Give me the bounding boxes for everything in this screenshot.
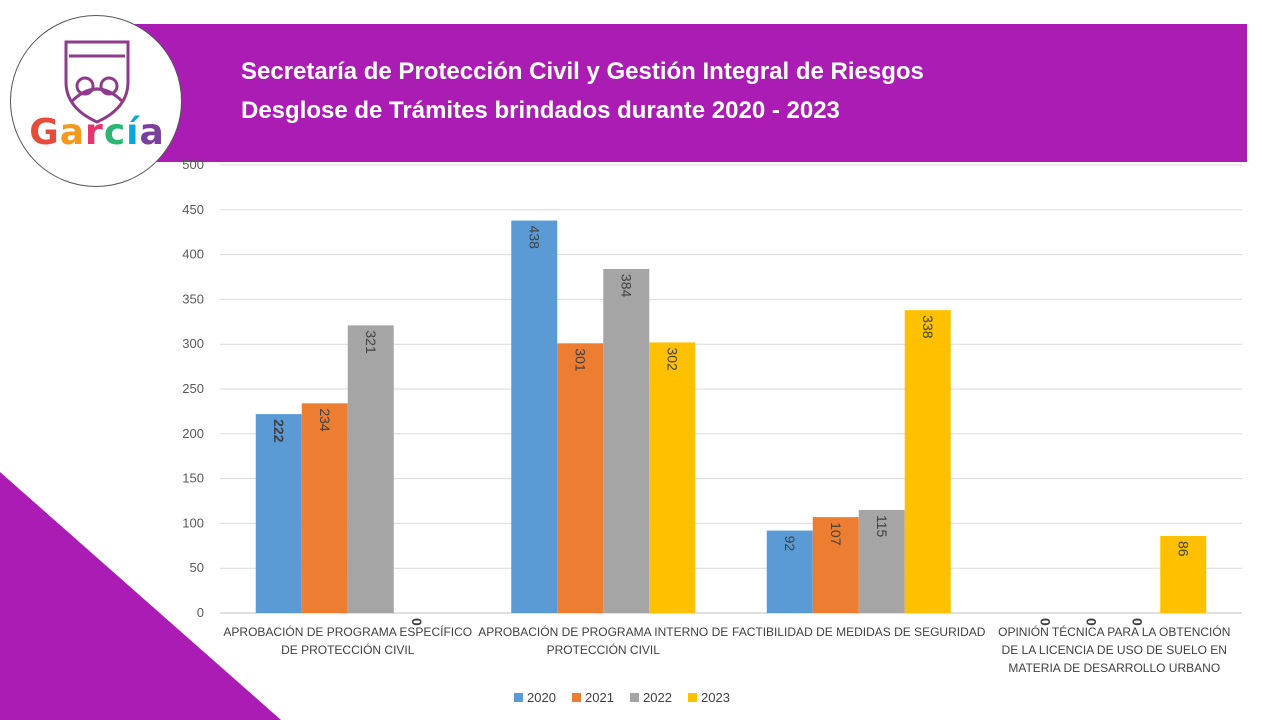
y-tick-label: 50 bbox=[190, 560, 204, 575]
logo-letter: G bbox=[29, 112, 60, 153]
logo-letter: a bbox=[59, 112, 86, 153]
bar bbox=[1160, 535, 1207, 613]
logo-letter: c bbox=[103, 112, 127, 153]
y-tick-label: 250 bbox=[182, 381, 204, 396]
y-tick-label: 350 bbox=[182, 291, 204, 306]
x-category-label: DE LA LICENCIA DE USO DE SUELO EN bbox=[1002, 643, 1227, 657]
data-label: 0 bbox=[1083, 618, 1099, 626]
data-label: 0 bbox=[1037, 618, 1053, 626]
x-category-label: FACTIBILIDAD DE MEDIDAS DE SEGURIDAD bbox=[732, 625, 986, 639]
bar bbox=[301, 403, 348, 613]
data-label: 384 bbox=[618, 274, 634, 298]
y-tick-label: 400 bbox=[182, 247, 204, 262]
header-band bbox=[135, 24, 1247, 162]
y-tick-label: 0 bbox=[197, 605, 204, 620]
bar bbox=[557, 343, 604, 613]
data-label: 338 bbox=[920, 315, 936, 339]
x-category-label: DE PROTECCIÓN CIVIL bbox=[281, 642, 415, 657]
bar bbox=[812, 517, 859, 613]
garcia-logo: García bbox=[10, 15, 182, 187]
data-label: 107 bbox=[828, 522, 844, 546]
data-label: 0 bbox=[1129, 618, 1145, 626]
bar bbox=[255, 414, 302, 613]
legend-swatch bbox=[630, 693, 639, 702]
bar bbox=[649, 342, 696, 613]
logo-letter: í bbox=[126, 112, 140, 153]
logo-wordmark: García bbox=[11, 112, 183, 153]
data-label: 438 bbox=[526, 226, 542, 250]
bar bbox=[766, 530, 813, 613]
legend-label: 2023 bbox=[701, 690, 730, 705]
crest-icon bbox=[64, 40, 130, 124]
x-category-label: PROTECCIÓN CIVIL bbox=[547, 642, 661, 657]
legend-swatch bbox=[572, 693, 581, 702]
logo-letter: r bbox=[85, 112, 104, 153]
data-label: 321 bbox=[363, 330, 379, 354]
legend-label: 2021 bbox=[585, 690, 614, 705]
legend-label: 2022 bbox=[643, 690, 672, 705]
y-tick-label: 100 bbox=[182, 515, 204, 530]
data-label: 222 bbox=[271, 419, 287, 443]
x-category-label: APROBACIÓN DE PROGRAMA ESPECÍFICO bbox=[223, 624, 472, 639]
page-subtitle: Desglose de Trámites brindados durante 2… bbox=[241, 97, 840, 124]
y-tick-label: 300 bbox=[182, 336, 204, 351]
x-category-label: APROBACIÓN DE PROGRAMA INTERNO DE bbox=[478, 624, 728, 639]
page-title: Secretaría de Protección Civil y Gestión… bbox=[241, 58, 924, 85]
bar bbox=[347, 325, 394, 613]
legend-swatch bbox=[688, 693, 697, 702]
bar bbox=[603, 268, 650, 613]
data-label: 92 bbox=[782, 536, 798, 552]
legend-label: 2020 bbox=[527, 690, 556, 705]
y-tick-label: 150 bbox=[182, 471, 204, 486]
data-label: 0 bbox=[409, 618, 425, 626]
data-label: 234 bbox=[317, 408, 333, 432]
y-tick-label: 500 bbox=[182, 157, 204, 172]
data-label: 302 bbox=[664, 347, 680, 371]
legend-swatch bbox=[514, 693, 523, 702]
y-tick-label: 450 bbox=[182, 202, 204, 217]
bar bbox=[511, 220, 558, 613]
bar bbox=[904, 310, 951, 613]
x-category-label: OPINIÓN TÉCNICA PARA LA OBTENCIÓN bbox=[998, 624, 1230, 639]
data-label: 301 bbox=[572, 348, 588, 372]
y-tick-label: 200 bbox=[182, 426, 204, 441]
x-category-label: MATERIA DE DESARROLLO URBANO bbox=[1008, 661, 1220, 675]
data-label: 115 bbox=[874, 515, 890, 538]
data-label: 86 bbox=[1175, 541, 1191, 557]
bar bbox=[858, 509, 905, 613]
logo-letter: a bbox=[139, 112, 165, 153]
